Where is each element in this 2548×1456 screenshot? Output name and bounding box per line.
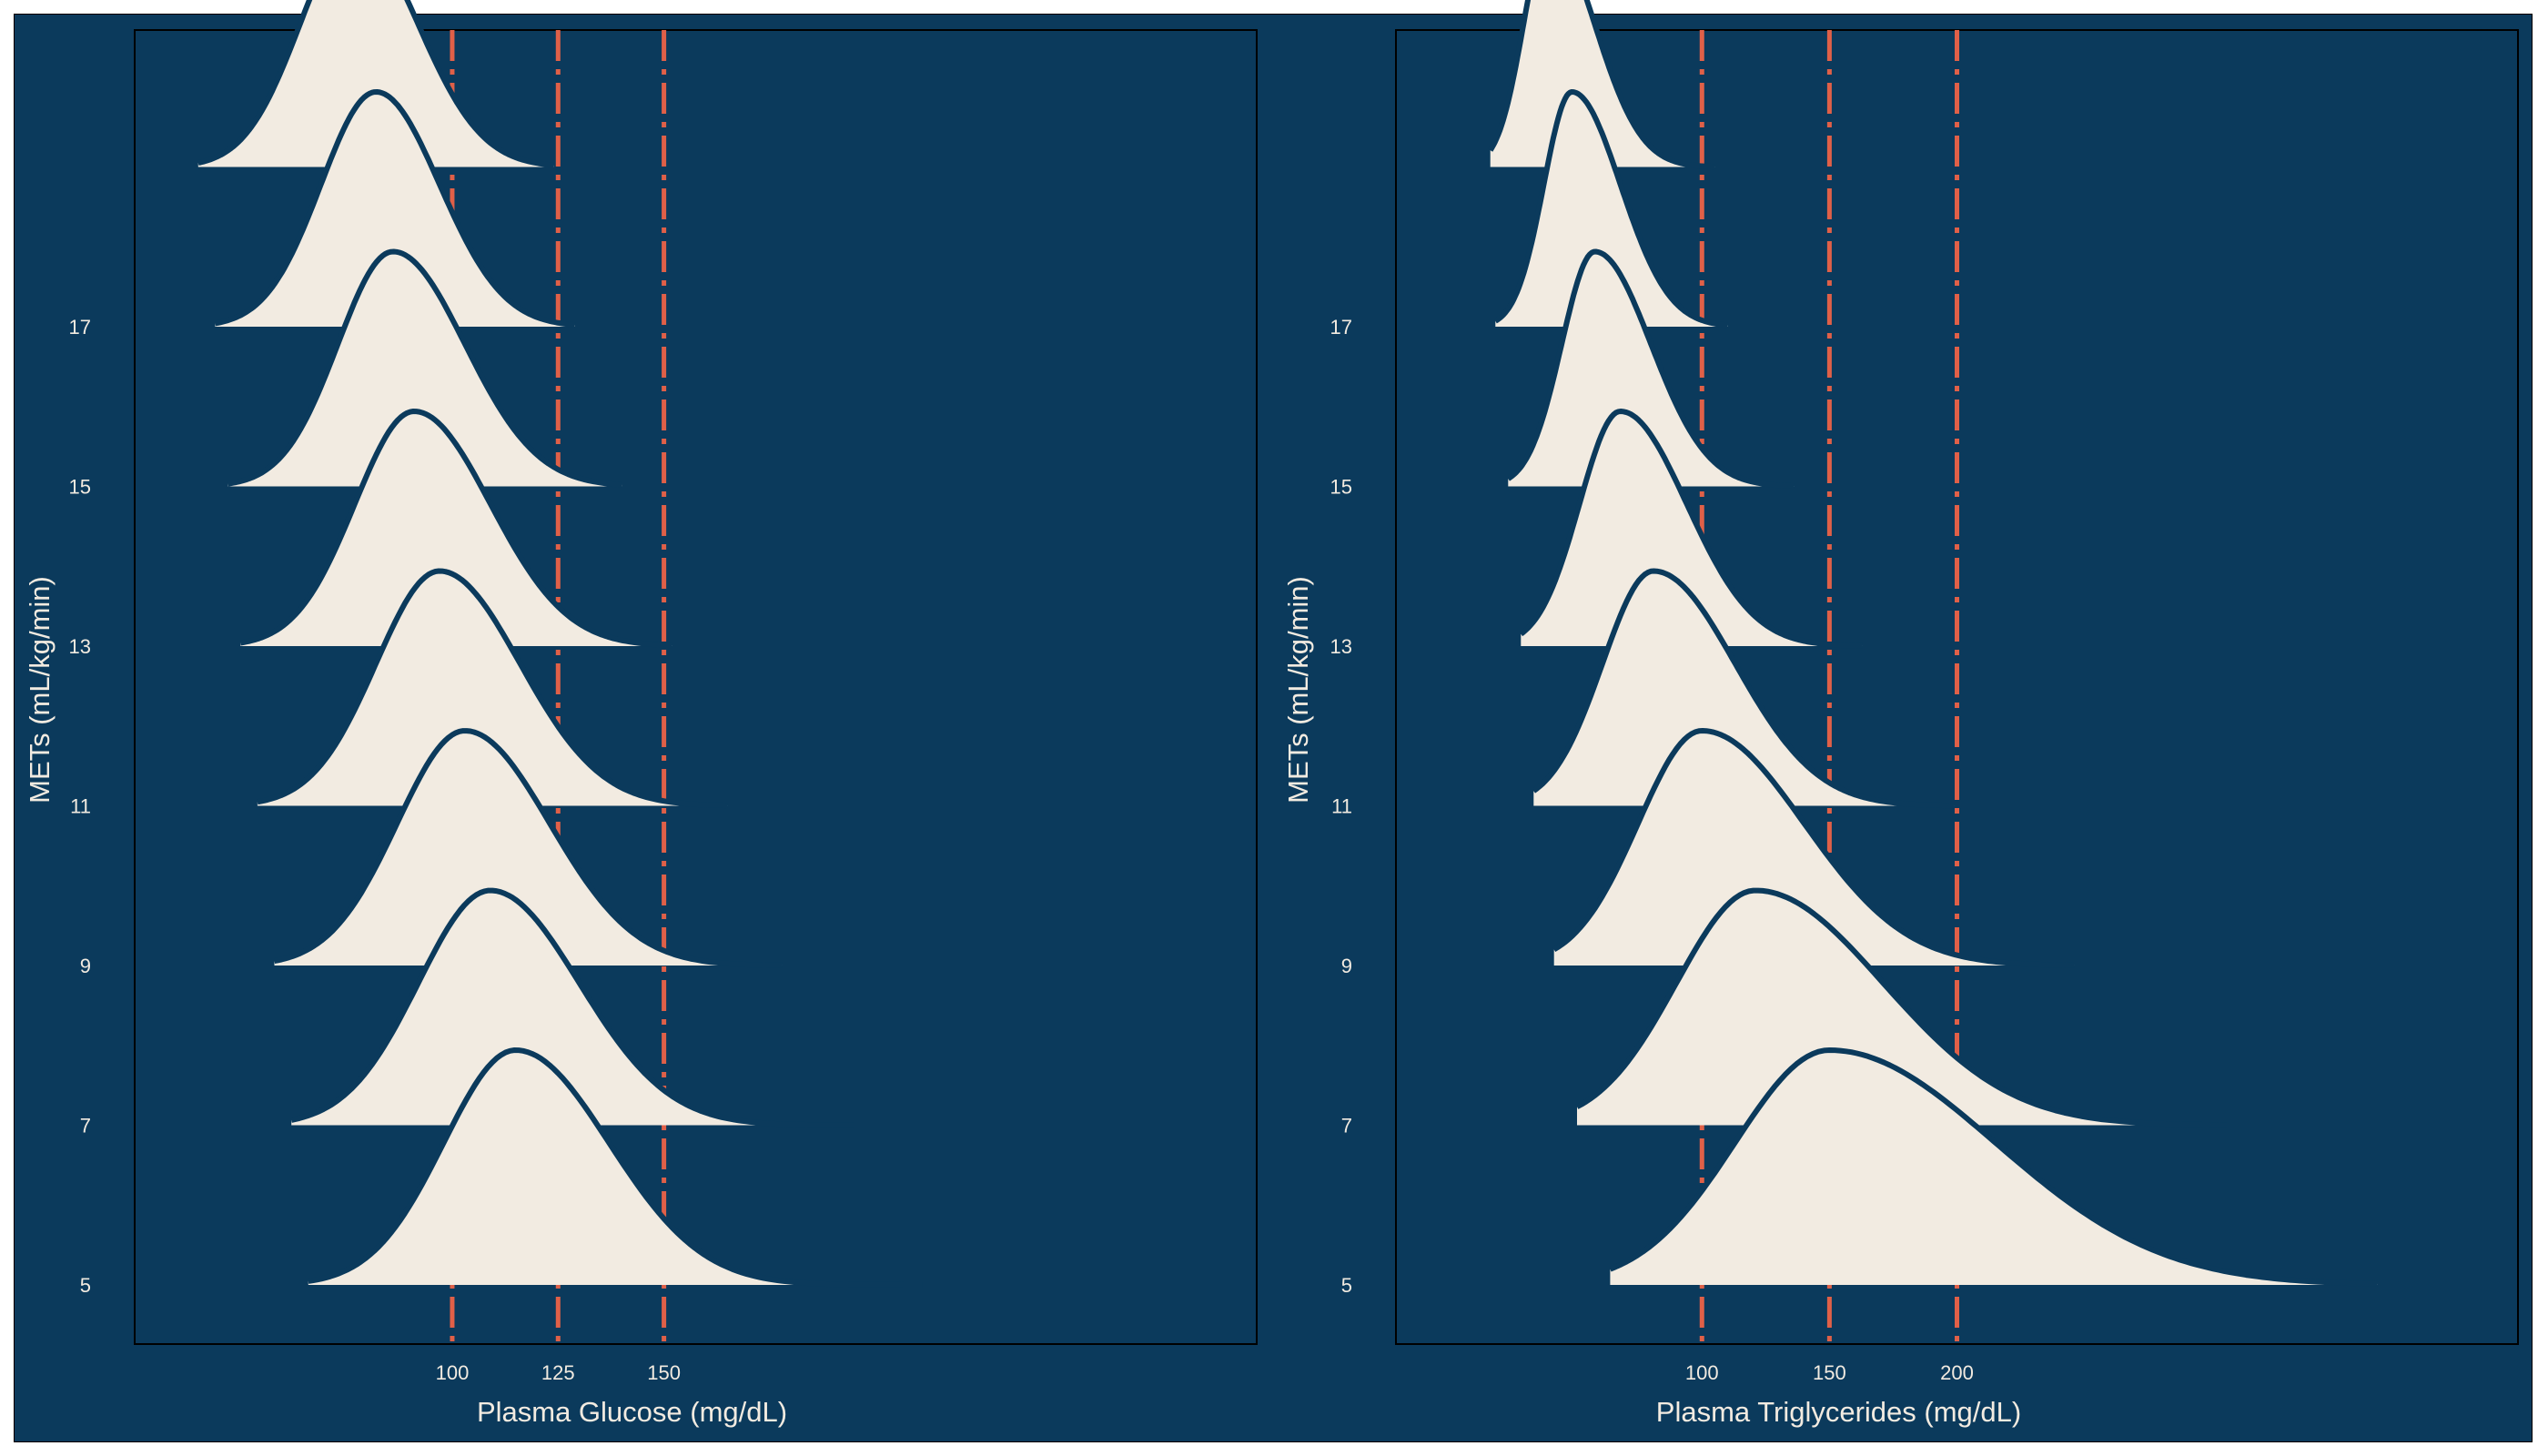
triglycerides-ridge-mets-5: [1610, 1050, 2378, 1285]
triglycerides-ridge-outline-mets-11: [1532, 568, 1955, 809]
glucose-ridge-outline-mets-19: [197, 0, 554, 168]
triglycerides-ridge-outline-mets-19: [1488, 0, 1716, 170]
glucose-ridge-outline-mets-15: [228, 248, 622, 488]
glucose-ridges: [197, 0, 923, 1288]
triglycerides-x-axis-label: Plasma Triglycerides (mg/dL): [1656, 1396, 2021, 1428]
triglycerides-ridges: [1488, 0, 2378, 1287]
triglycerides-ridge-outline-mets-7: [1575, 887, 2228, 1128]
triglycerides-y-tick-9: 9: [1341, 955, 1352, 977]
glucose-x-tick-125: 125: [541, 1361, 575, 1384]
glucose-y-tick-7: 7: [80, 1115, 91, 1138]
glucose-y-tick-15: 15: [69, 476, 91, 499]
triglycerides-ridge-mets-15: [1508, 251, 1795, 487]
triglycerides-y-tick-17: 17: [1330, 316, 1352, 339]
triglycerides-ridge-outline-mets-17: [1493, 89, 1729, 329]
triglycerides-panel: 5 7 9 11 13 15 17 100 150 200 Plasma Triglycerid…: [1273, 0, 2532, 1441]
triglycerides-ridge-outline-mets-5: [1609, 1047, 2378, 1287]
glucose-ridge-mets-11: [257, 571, 728, 806]
triglycerides-ridge-outline-mets-9: [1552, 728, 2075, 968]
triglycerides-ridge-outline-mets-13: [1519, 409, 1864, 649]
triglycerides-x-tick-100: 100: [1685, 1361, 1719, 1384]
glucose-y-tick-17: 17: [69, 316, 91, 339]
glucose-ridge-outline-mets-9: [273, 728, 783, 968]
glucose-ridge-outline-mets-13: [239, 409, 672, 649]
glucose-x-tick-150: 150: [647, 1361, 681, 1384]
triglycerides-y-tick-15: 15: [1330, 476, 1352, 499]
triglycerides-x-tick-200: 200: [1940, 1361, 1974, 1384]
glucose-ridge-mets-15: [228, 251, 622, 487]
glucose-panel: 5 7 9 11 13 15 17 100 125 150 Plasma Glucose (mg…: [15, 0, 1273, 1441]
glucose-y-tick-9: 9: [80, 955, 91, 977]
glucose-ridge-mets-7: [291, 890, 854, 1126]
triglycerides-y-tick-7: 7: [1341, 1115, 1352, 1138]
triglycerides-ridge-mets-19: [1490, 0, 1715, 167]
triglycerides-ridge-outline-mets-15: [1506, 248, 1795, 489]
glucose-plot-area: [134, 29, 1258, 1345]
glucose-ridge-outline-mets-17: [214, 89, 576, 329]
glucose-y-axis-label: METs (mL/kg/min): [24, 576, 56, 804]
triglycerides-ridge-mets-13: [1521, 411, 1863, 646]
triglycerides-y-axis-label: METs (mL/kg/min): [1282, 576, 1314, 804]
glucose-y-tick-13: 13: [69, 635, 91, 658]
triglycerides-y-ticks: 5 7 9 11 13 15 17: [1330, 316, 1352, 1297]
triglycerides-ridge-mets-11: [1533, 571, 1955, 806]
glucose-ridge-outline-mets-11: [257, 568, 728, 809]
glucose-ridge-outline-mets-7: [290, 887, 854, 1128]
triglycerides-x-tick-150: 150: [1813, 1361, 1846, 1384]
glucose-ridge-mets-9: [274, 731, 783, 966]
triglycerides-y-tick-5: 5: [1341, 1274, 1352, 1297]
glucose-x-axis-label: Plasma Glucose (mg/dL): [477, 1396, 787, 1428]
triglycerides-y-tick-13: 13: [1330, 635, 1352, 658]
glucose-ridge-mets-13: [240, 411, 672, 646]
triglycerides-x-ticks: 100 150 200: [1685, 1361, 1974, 1384]
triglycerides-y-tick-11: 11: [1331, 795, 1352, 818]
glucose-y-tick-5: 5: [80, 1274, 91, 1297]
glucose-ridge-mets-17: [215, 92, 575, 327]
glucose-x-ticks: 100 125 150: [436, 1361, 681, 1384]
glucose-ridge-mets-19: [197, 0, 554, 167]
glucose-y-tick-11: 11: [70, 795, 91, 818]
glucose-x-tick-100: 100: [436, 1361, 470, 1384]
glucose-y-ticks: 5 7 9 11 13 15 17: [69, 316, 91, 1297]
glucose-ridge-outline-mets-5: [308, 1047, 923, 1288]
triglycerides-ridge-mets-17: [1495, 92, 1728, 327]
triglycerides-ridge-mets-9: [1553, 731, 2075, 966]
